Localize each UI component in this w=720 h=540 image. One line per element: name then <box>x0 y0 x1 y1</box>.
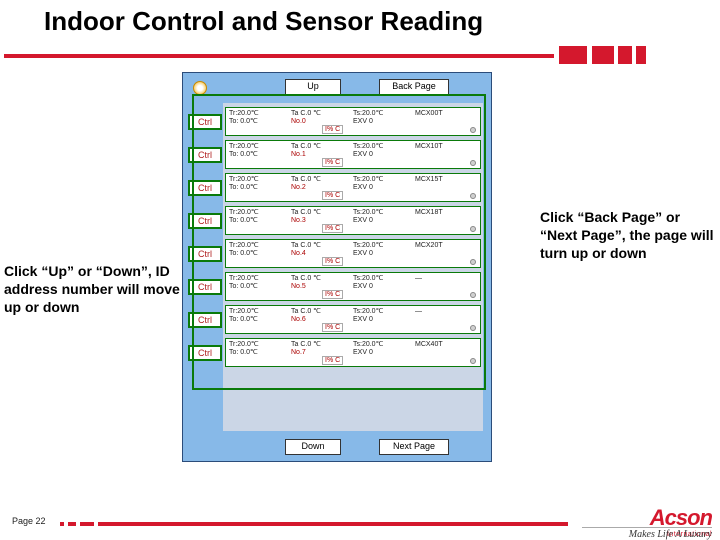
annotation-left: Click “Up” or “Down”, ID address number … <box>4 262 180 317</box>
up-button[interactable]: Up <box>285 79 341 95</box>
back-page-button[interactable]: Back Page <box>379 79 449 95</box>
down-button[interactable]: Down <box>285 439 341 455</box>
footer: Page 22 Acson International Makes Life A… <box>0 500 720 540</box>
mode-icon <box>193 81 207 95</box>
highlight-box <box>192 94 486 390</box>
annotation-right: Click “Back Page” or “Next Page”, the pa… <box>540 208 716 263</box>
brand-tagline: Makes Life A Luxury <box>582 527 712 540</box>
page-title: Indoor Control and Sensor Reading <box>44 6 483 37</box>
title-rule <box>4 46 716 64</box>
page-number: Page 22 <box>12 516 46 526</box>
next-page-button[interactable]: Next Page <box>379 439 449 455</box>
